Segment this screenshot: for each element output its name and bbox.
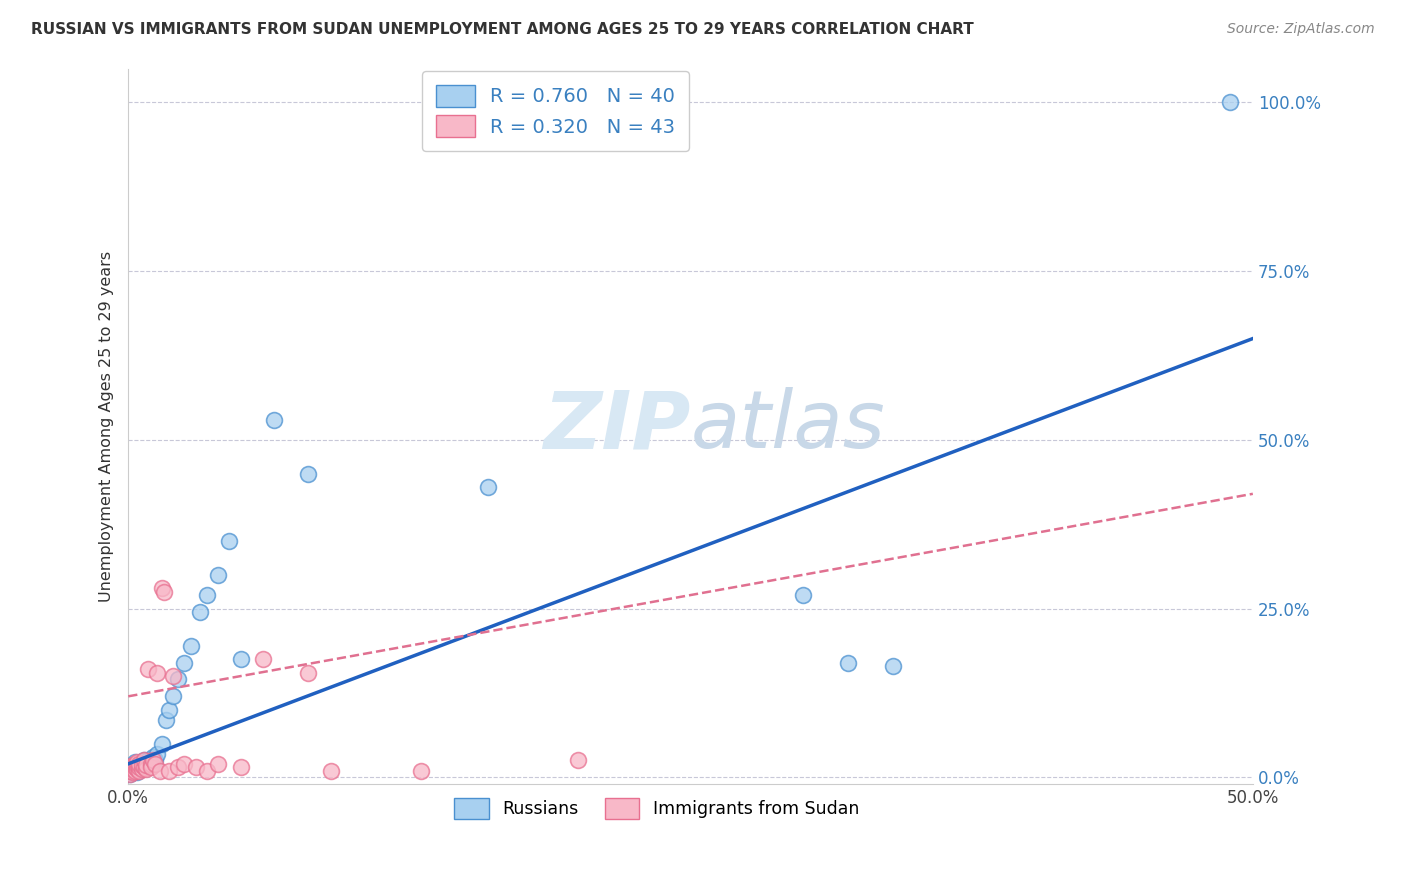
Point	[146, 747, 169, 761]
Point	[207, 756, 229, 771]
Point	[162, 690, 184, 704]
Point	[882, 659, 904, 673]
Point	[121, 764, 143, 779]
Point	[142, 750, 165, 764]
Point	[124, 764, 146, 778]
Point	[139, 756, 162, 771]
Point	[121, 758, 143, 772]
Point	[150, 737, 173, 751]
Point	[121, 762, 143, 776]
Point	[146, 665, 169, 680]
Point	[173, 756, 195, 771]
Point	[124, 756, 146, 770]
Point	[120, 760, 142, 774]
Point	[180, 639, 202, 653]
Point	[229, 652, 252, 666]
Point	[153, 584, 176, 599]
Point	[135, 758, 157, 772]
Point	[409, 764, 432, 778]
Point	[157, 703, 180, 717]
Point	[162, 669, 184, 683]
Point	[297, 467, 319, 481]
Point	[131, 760, 153, 774]
Point	[150, 582, 173, 596]
Point	[263, 412, 285, 426]
Point	[121, 758, 143, 772]
Point	[128, 764, 150, 778]
Point	[131, 758, 153, 772]
Point	[143, 754, 166, 768]
Point	[166, 673, 188, 687]
Point	[142, 754, 165, 768]
Point	[173, 656, 195, 670]
Point	[120, 767, 142, 781]
Point	[567, 754, 589, 768]
Text: Source: ZipAtlas.com: Source: ZipAtlas.com	[1227, 22, 1375, 37]
Point	[1219, 95, 1241, 110]
Point	[195, 588, 218, 602]
Point	[166, 760, 188, 774]
Point	[128, 762, 150, 776]
Point	[128, 758, 150, 772]
Point	[139, 760, 162, 774]
Y-axis label: Unemployment Among Ages 25 to 29 years: Unemployment Among Ages 25 to 29 years	[100, 251, 114, 602]
Point	[128, 756, 150, 771]
Point	[127, 756, 149, 770]
Point	[252, 652, 274, 666]
Point	[132, 756, 155, 771]
Point	[127, 758, 149, 772]
Point	[138, 662, 160, 676]
Point	[207, 567, 229, 582]
Point	[120, 764, 142, 778]
Point	[120, 764, 142, 778]
Point	[138, 754, 160, 768]
Point	[127, 756, 149, 771]
Point	[143, 756, 166, 771]
Point	[319, 764, 342, 778]
Point	[128, 760, 150, 774]
Point	[135, 762, 157, 776]
Point	[837, 656, 859, 670]
Point	[127, 764, 149, 779]
Point	[124, 760, 146, 774]
Point	[121, 762, 143, 776]
Point	[127, 762, 149, 776]
Point	[139, 756, 162, 771]
Point	[121, 764, 143, 779]
Point	[188, 605, 211, 619]
Point	[131, 762, 153, 776]
Text: RUSSIAN VS IMMIGRANTS FROM SUDAN UNEMPLOYMENT AMONG AGES 25 TO 29 YEARS CORRELAT: RUSSIAN VS IMMIGRANTS FROM SUDAN UNEMPLO…	[31, 22, 974, 37]
Point	[132, 754, 155, 768]
Point	[157, 764, 180, 778]
Point	[229, 760, 252, 774]
Point	[184, 760, 207, 774]
Point	[155, 713, 177, 727]
Text: ZIP: ZIP	[543, 387, 690, 466]
Point	[132, 760, 155, 774]
Text: atlas: atlas	[690, 387, 886, 466]
Point	[792, 588, 814, 602]
Point	[297, 665, 319, 680]
Point	[120, 767, 142, 781]
Point	[149, 764, 172, 778]
Legend: Russians, Immigrants from Sudan: Russians, Immigrants from Sudan	[447, 791, 866, 825]
Point	[124, 764, 146, 778]
Point	[135, 758, 157, 772]
Point	[124, 756, 146, 771]
Point	[132, 754, 155, 768]
Point	[218, 534, 240, 549]
Point	[195, 764, 218, 778]
Point	[124, 760, 146, 774]
Point	[477, 480, 499, 494]
